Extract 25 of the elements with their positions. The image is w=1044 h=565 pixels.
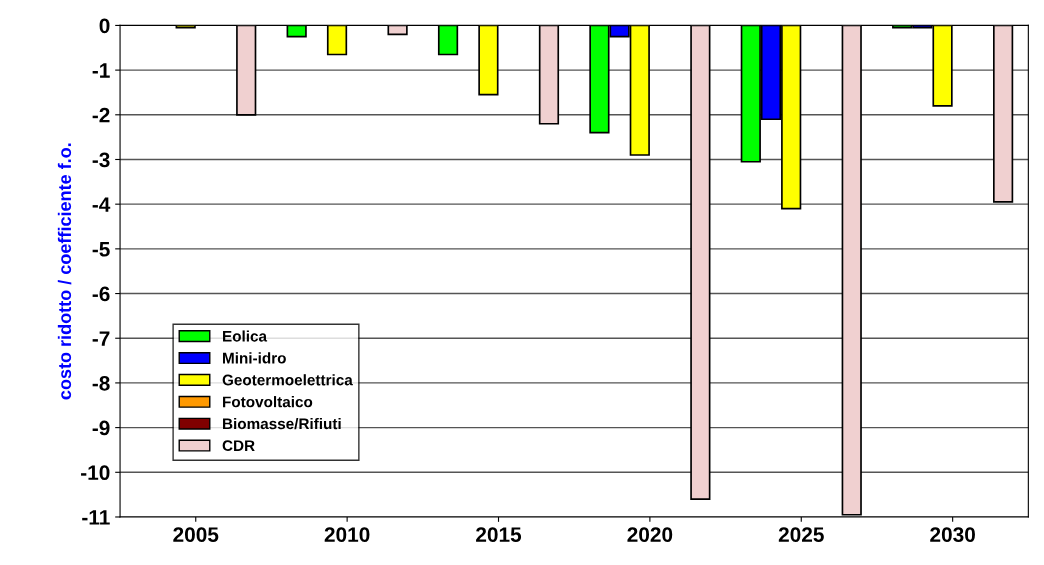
legend-label: Fotovoltaico [223, 396, 313, 408]
legend-label: CDR [222, 440, 255, 452]
y-tick-label: -7 [92, 331, 110, 346]
x-tick-label: 2005 [173, 527, 219, 542]
y-tick-label: -6 [92, 286, 110, 302]
y-tick-label: -4 [92, 197, 111, 212]
y-tick-label: -3 [92, 152, 110, 168]
x-tick-label: 2030 [930, 527, 975, 543]
y-tick-label: -8 [92, 375, 110, 391]
x-tick-label: 2010 [324, 527, 370, 542]
y-tick-label: -10 [81, 465, 110, 481]
y-tick-label: 0 [99, 18, 110, 34]
y-axis-title: costo ridotto / coefficiente f.o. [57, 143, 72, 400]
y-tick-label: -9 [92, 420, 110, 436]
y-tick-label: -5 [92, 242, 110, 257]
y-tick-label: -11 [82, 510, 110, 525]
x-tick-label: 2015 [476, 527, 522, 542]
y-tick-label: -1 [92, 63, 110, 78]
x-tick-label: 2025 [778, 527, 824, 542]
y-tick-label: -2 [92, 107, 110, 123]
x-tick-label: 2020 [627, 527, 673, 542]
legend-label: Eolica [223, 330, 268, 342]
legend-label: Mini-idro [223, 352, 286, 364]
legend-label: Geotermoelettrica [222, 374, 353, 386]
legend-label: Biomasse/Rifiuti [223, 417, 341, 430]
